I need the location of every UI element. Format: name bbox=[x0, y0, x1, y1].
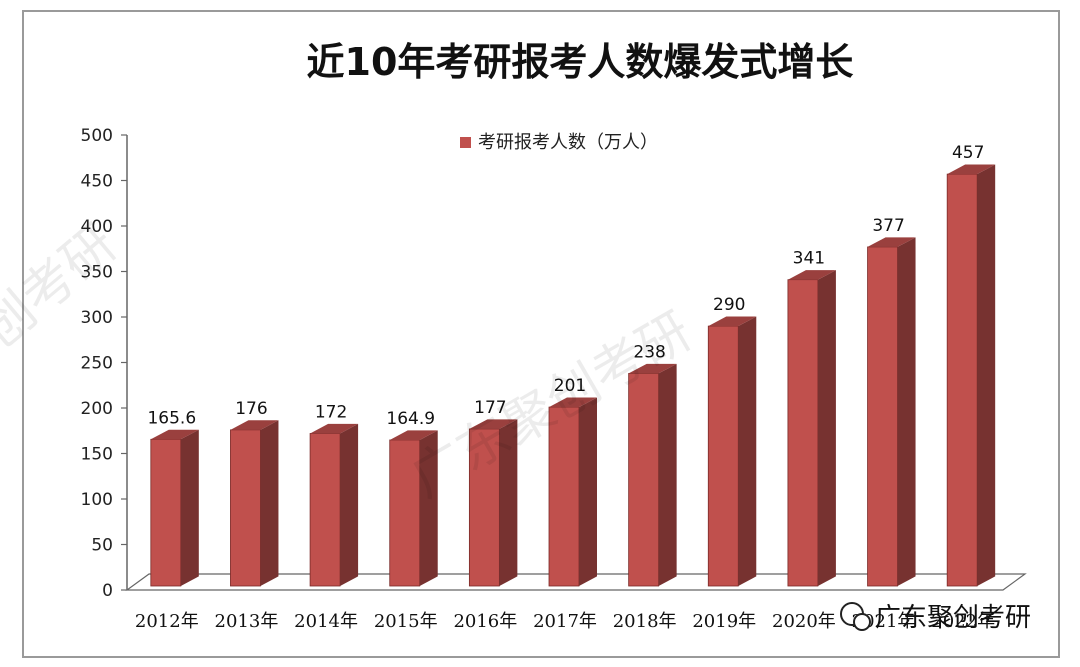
data-label: 164.9 bbox=[386, 409, 435, 429]
bar bbox=[150, 429, 199, 587]
bars bbox=[150, 164, 996, 587]
bar-top bbox=[787, 270, 836, 280]
y-tick-label: 500 bbox=[81, 126, 113, 146]
y-tick-label: 200 bbox=[81, 399, 113, 419]
x-tick-label: 2014年 bbox=[294, 611, 358, 632]
x-tick-label: 2012年 bbox=[135, 611, 199, 632]
bar-top bbox=[150, 429, 199, 440]
bar-top bbox=[389, 430, 438, 440]
data-label: 201 bbox=[554, 376, 586, 396]
data-label: 177 bbox=[474, 398, 506, 418]
bar-side bbox=[658, 363, 677, 586]
y-axis-ticks: 0 50 100 150 200 250 300 350 400 450 500 bbox=[81, 126, 127, 601]
bar-front bbox=[548, 406, 580, 587]
data-label: 176 bbox=[235, 399, 267, 419]
y-tick-label: 100 bbox=[81, 490, 113, 510]
bar-side bbox=[499, 419, 518, 586]
bar bbox=[946, 164, 996, 587]
bar-side bbox=[260, 420, 279, 586]
bar-side bbox=[897, 237, 916, 586]
bar-top bbox=[867, 237, 916, 247]
y-tick-label: 0 bbox=[102, 581, 113, 601]
bar-front bbox=[787, 279, 819, 587]
legend: 考研报考人数（万人） bbox=[460, 132, 658, 153]
bar-top bbox=[947, 164, 996, 175]
bar-side bbox=[738, 316, 757, 586]
x-tick-label: 2013年 bbox=[215, 611, 279, 632]
bar bbox=[468, 419, 518, 587]
bar-top bbox=[549, 397, 597, 408]
corner-watermark-text: 广东聚创考研 bbox=[875, 603, 1031, 633]
bar-side bbox=[340, 423, 359, 586]
bar-front bbox=[867, 246, 898, 587]
data-label: 238 bbox=[633, 342, 665, 362]
y-tick-label: 50 bbox=[91, 536, 113, 556]
bar-top bbox=[310, 423, 359, 434]
y-tick-label: 350 bbox=[81, 263, 113, 283]
data-label: 172 bbox=[315, 402, 347, 422]
data-label: 290 bbox=[713, 295, 745, 315]
bar bbox=[628, 363, 677, 587]
x-tick-label: 2020年 bbox=[772, 611, 836, 632]
bar bbox=[548, 397, 597, 587]
bar-side bbox=[817, 270, 836, 586]
bar-front bbox=[468, 428, 500, 587]
bar-front bbox=[628, 373, 660, 587]
legend-label: 考研报考人数（万人） bbox=[478, 132, 658, 153]
bar-top bbox=[708, 316, 757, 327]
bar-side bbox=[419, 430, 438, 586]
bar-side bbox=[180, 429, 199, 586]
bar bbox=[230, 420, 279, 587]
chart-title: 近10年考研报考人数爆发式增长 bbox=[307, 40, 854, 84]
bar-front bbox=[150, 438, 182, 587]
bar bbox=[787, 270, 836, 587]
x-tick-label: 2017年 bbox=[533, 611, 597, 632]
bar-side bbox=[977, 164, 996, 586]
y-tick-label: 450 bbox=[81, 172, 113, 192]
bar-front bbox=[230, 429, 261, 587]
bar-front bbox=[946, 173, 978, 587]
data-label: 341 bbox=[793, 249, 825, 269]
bar-top bbox=[469, 419, 518, 429]
wechat-icon-bubble bbox=[853, 613, 871, 631]
y-tick-label: 400 bbox=[81, 217, 113, 237]
bar-top bbox=[628, 363, 677, 374]
y-tick-label: 300 bbox=[81, 308, 113, 328]
x-tick-label: 2015年 bbox=[374, 611, 438, 632]
bar-top bbox=[230, 420, 279, 430]
data-label: 457 bbox=[952, 143, 984, 163]
bar-front bbox=[309, 433, 341, 587]
x-tick-label: 2018年 bbox=[613, 611, 677, 632]
bar bbox=[867, 237, 916, 587]
data-label: 377 bbox=[872, 216, 904, 236]
x-tick-label: 2016年 bbox=[453, 611, 517, 632]
data-label: 165.6 bbox=[147, 408, 196, 428]
y-tick-label: 250 bbox=[81, 354, 113, 374]
x-tick-label: 2022年 bbox=[931, 611, 995, 632]
bar bbox=[707, 316, 757, 587]
legend-swatch bbox=[460, 137, 471, 148]
bar-side bbox=[579, 397, 597, 586]
y-tick-label: 150 bbox=[81, 445, 113, 465]
bar bbox=[389, 430, 438, 587]
x-tick-label: 2019年 bbox=[692, 611, 756, 632]
bar bbox=[309, 423, 359, 587]
data-labels: 165.6 176 172 164.9 177 201 238 290 341 377 457 bbox=[147, 143, 984, 429]
bar-front bbox=[707, 325, 739, 587]
corner-watermark: 广东聚创考研 bbox=[840, 602, 1031, 633]
